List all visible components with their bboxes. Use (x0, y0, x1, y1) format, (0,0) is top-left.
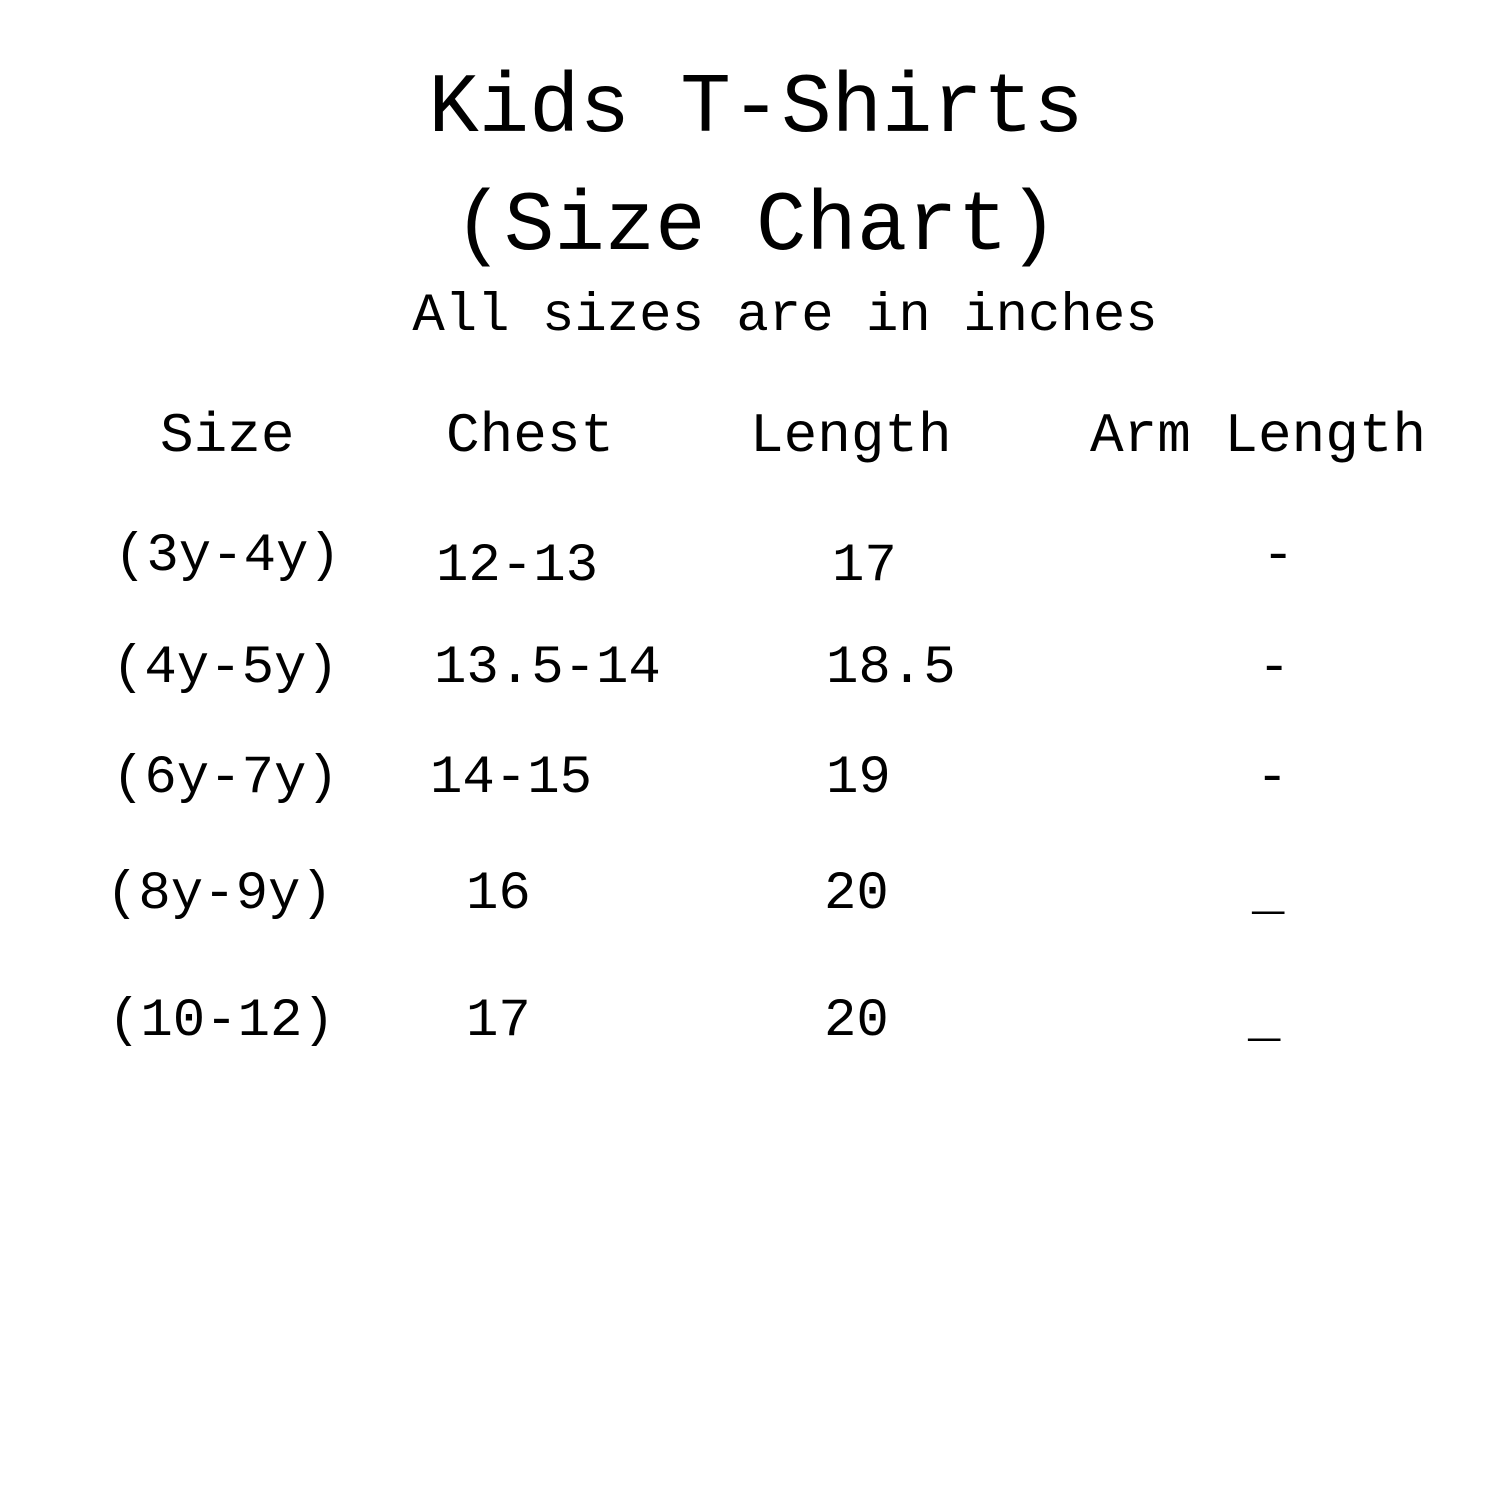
cell-arm-length: - (1262, 526, 1295, 587)
cell-size: (4y-5y) (112, 638, 339, 699)
header-size: Size (160, 404, 295, 468)
cell-size: (3y-4y) (114, 526, 341, 587)
cell-chest: 12-13 (436, 536, 599, 597)
header-arm-length: Arm Length (1090, 404, 1427, 468)
cell-arm-length: - (1258, 638, 1291, 699)
cell-size: (10-12) (108, 991, 335, 1052)
cell-length: 20 (824, 991, 889, 1052)
cell-length: 20 (824, 864, 889, 925)
header-length: Length (750, 404, 952, 468)
cell-chest: 17 (466, 991, 531, 1052)
title-line-1: Kids T-Shirts (428, 62, 1084, 157)
cell-size: (8y-9y) (106, 864, 333, 925)
title-line-2: (Size Chart) (453, 180, 1059, 275)
cell-length: 17 (832, 536, 897, 597)
cell-arm-length: _ (1252, 864, 1285, 925)
cell-chest: 13.5-14 (434, 638, 661, 699)
subtitle: All sizes are in inches (412, 286, 1158, 347)
cell-chest: 14-15 (430, 748, 593, 809)
cell-length: 18.5 (826, 638, 956, 699)
cell-length: 19 (826, 748, 891, 809)
cell-chest: 16 (466, 864, 531, 925)
cell-arm-length: - (1256, 748, 1289, 809)
cell-arm-length: _ (1248, 991, 1281, 1052)
cell-size: (6y-7y) (112, 748, 339, 809)
header-chest: Chest (446, 404, 615, 468)
